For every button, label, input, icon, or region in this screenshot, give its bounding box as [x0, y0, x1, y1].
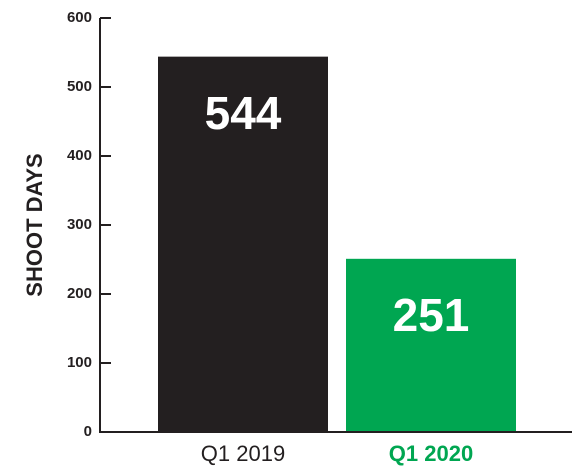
x-tick-label: Q1 2019 [201, 441, 285, 466]
y-axis-title: SHOOT DAYS [22, 153, 47, 296]
x-tick-label: Q1 2020 [389, 441, 473, 466]
y-tick-label: 0 [84, 423, 92, 440]
y-tick-label: 100 [67, 354, 92, 371]
data-label: 544 [205, 87, 282, 139]
y-tick-label: 500 [67, 78, 92, 95]
y-tick-label: 600 [67, 9, 92, 26]
y-tick-label: 400 [67, 147, 92, 164]
y-tick-label: 200 [67, 285, 92, 302]
bar [158, 56, 328, 432]
y-tick-label: 300 [67, 216, 92, 233]
data-label: 251 [393, 289, 470, 341]
bar [346, 258, 516, 432]
